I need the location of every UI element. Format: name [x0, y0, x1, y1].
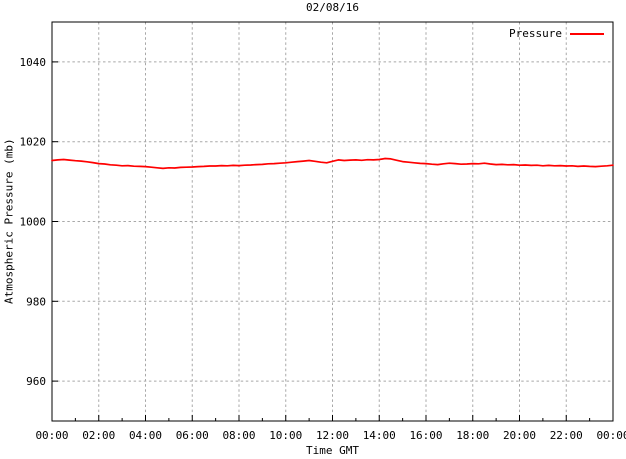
x-tick-label: 02:00 [82, 429, 115, 442]
x-tick-label: 06:00 [176, 429, 209, 442]
x-tick-label: 10:00 [269, 429, 302, 442]
x-tick-label: 20:00 [503, 429, 536, 442]
x-tick-label: 22:00 [550, 429, 583, 442]
y-tick-label: 1040 [20, 56, 47, 69]
y-tick-label: 1000 [20, 216, 47, 229]
x-tick-label: 12:00 [316, 429, 349, 442]
x-tick-label: 08:00 [222, 429, 255, 442]
chart-title: 02/08/16 [306, 1, 359, 14]
x-tick-label: 04:00 [129, 429, 162, 442]
pressure-line [51, 157, 614, 170]
x-tick-label: 00:00 [35, 429, 68, 442]
y-tick-label: 1020 [20, 136, 47, 149]
y-tick-label: 980 [26, 295, 46, 308]
y-tick-label: 960 [26, 375, 46, 388]
x-axis-title: Time GMT [306, 444, 359, 457]
x-tick-label: 14:00 [363, 429, 396, 442]
plot-border [51, 21, 614, 422]
legend: Pressure [509, 27, 604, 40]
legend-line-sample [570, 32, 604, 35]
x-tick-label: 00:00 [596, 429, 626, 442]
x-tick-label: 16:00 [409, 429, 442, 442]
legend-label: Pressure [509, 27, 562, 40]
x-tick-label: 18:00 [456, 429, 489, 442]
